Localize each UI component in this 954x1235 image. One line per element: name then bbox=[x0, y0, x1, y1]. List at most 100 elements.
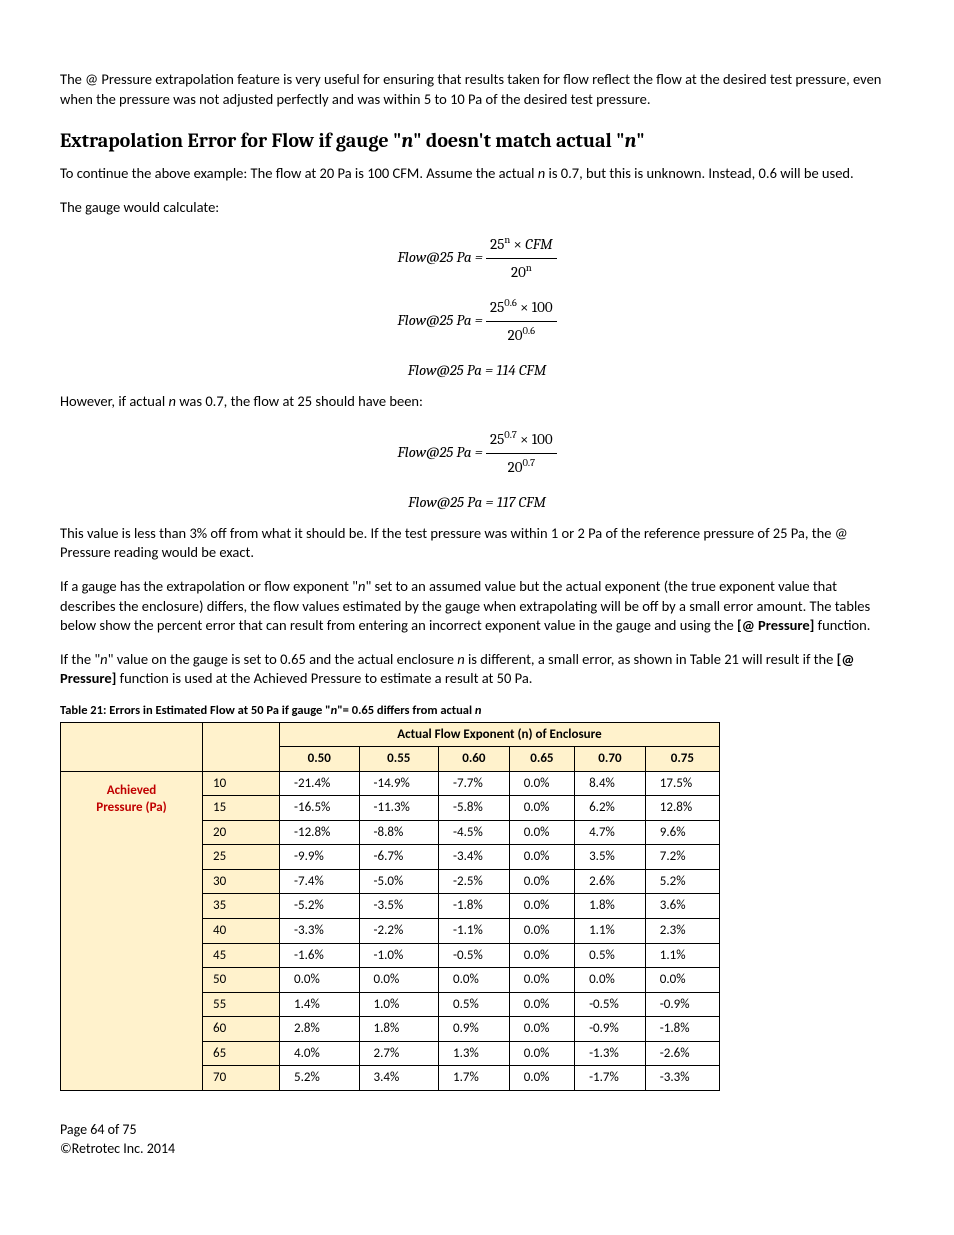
value-cell: -2.2% bbox=[359, 919, 439, 944]
value-cell: 0.0% bbox=[509, 919, 574, 944]
equation-1: Flow@25 Pa = 25n × CFM20n bbox=[60, 231, 894, 286]
value-cell: 0.0% bbox=[509, 992, 574, 1017]
value-cell: 2.7% bbox=[359, 1041, 439, 1066]
value-cell: -9.9% bbox=[280, 845, 360, 870]
value-cell: -1.3% bbox=[575, 1041, 646, 1066]
para-table-intro: If the "n" value on the gauge is set to … bbox=[60, 650, 894, 689]
value-cell: 0.0% bbox=[575, 968, 646, 993]
value-cell: -4.5% bbox=[439, 820, 510, 845]
value-cell: 1.1% bbox=[575, 919, 646, 944]
copyright: ©Retrotec Inc. 2014 bbox=[60, 1140, 894, 1159]
value-cell: 3.6% bbox=[645, 894, 719, 919]
value-cell: 0.0% bbox=[645, 968, 719, 993]
value-cell: -3.5% bbox=[359, 894, 439, 919]
pressure-cell: 45 bbox=[203, 943, 280, 968]
para-actual-n: However, if actual n was 0.7, the flow a… bbox=[60, 392, 894, 412]
intro-paragraph: The @ Pressure extrapolation feature is … bbox=[60, 70, 894, 109]
pressure-cell: 55 bbox=[203, 992, 280, 1017]
value-cell: -5.0% bbox=[359, 869, 439, 894]
col-header: 0.75 bbox=[645, 747, 719, 772]
table-header-span: Actual Flow Exponent (n) of Enclosure bbox=[280, 722, 720, 747]
value-cell: -5.8% bbox=[439, 796, 510, 821]
value-cell: -1.6% bbox=[280, 943, 360, 968]
equation-5: Flow@25 Pa = 117 CFM bbox=[60, 489, 894, 516]
value-cell: -1.1% bbox=[439, 919, 510, 944]
value-cell: 3.5% bbox=[575, 845, 646, 870]
value-cell: 4.0% bbox=[280, 1041, 360, 1066]
col-header: 0.70 bbox=[575, 747, 646, 772]
para-gauge-calc: The gauge would calculate: bbox=[60, 198, 894, 218]
value-cell: 6.2% bbox=[575, 796, 646, 821]
value-cell: -16.5% bbox=[280, 796, 360, 821]
col-header: 0.65 bbox=[509, 747, 574, 772]
value-cell: 2.6% bbox=[575, 869, 646, 894]
value-cell: 0.5% bbox=[439, 992, 510, 1017]
pressure-cell: 15 bbox=[203, 796, 280, 821]
col-header: 0.55 bbox=[359, 747, 439, 772]
value-cell: 17.5% bbox=[645, 771, 719, 796]
value-cell: -14.9% bbox=[359, 771, 439, 796]
value-cell: 0.9% bbox=[439, 1017, 510, 1042]
pressure-cell: 65 bbox=[203, 1041, 280, 1066]
pressure-cell: 30 bbox=[203, 869, 280, 894]
value-cell: 5.2% bbox=[280, 1066, 360, 1091]
para-example: To continue the above example: The flow … bbox=[60, 164, 894, 184]
value-cell: 0.0% bbox=[509, 845, 574, 870]
value-cell: -3.3% bbox=[280, 919, 360, 944]
table-caption: Table 21: Errors in Estimated Flow at 50… bbox=[60, 703, 894, 720]
value-cell: 1.4% bbox=[280, 992, 360, 1017]
value-cell: 0.0% bbox=[509, 943, 574, 968]
value-cell: 0.0% bbox=[509, 1017, 574, 1042]
value-cell: 7.2% bbox=[645, 845, 719, 870]
value-cell: 3.4% bbox=[359, 1066, 439, 1091]
value-cell: 0.0% bbox=[509, 968, 574, 993]
value-cell: 0.0% bbox=[509, 796, 574, 821]
value-cell: -7.4% bbox=[280, 869, 360, 894]
pressure-cell: 35 bbox=[203, 894, 280, 919]
col-header: 0.50 bbox=[280, 747, 360, 772]
col-header: 0.60 bbox=[439, 747, 510, 772]
para-less-3pct: This value is less than 3% off from what… bbox=[60, 524, 894, 563]
value-cell: -6.7% bbox=[359, 845, 439, 870]
pressure-cell: 25 bbox=[203, 845, 280, 870]
value-cell: -0.5% bbox=[575, 992, 646, 1017]
value-cell: 2.3% bbox=[645, 919, 719, 944]
value-cell: -8.8% bbox=[359, 820, 439, 845]
pressure-cell: 60 bbox=[203, 1017, 280, 1042]
value-cell: 0.5% bbox=[575, 943, 646, 968]
value-cell: 0.0% bbox=[509, 894, 574, 919]
value-cell: 0.0% bbox=[509, 869, 574, 894]
value-cell: -21.4% bbox=[280, 771, 360, 796]
value-cell: 0.0% bbox=[509, 820, 574, 845]
value-cell: -3.3% bbox=[645, 1066, 719, 1091]
value-cell: -0.5% bbox=[439, 943, 510, 968]
para-gauge-exponent: If a gauge has the extrapolation or flow… bbox=[60, 577, 894, 636]
error-table: Actual Flow Exponent (n) of Enclosure 0.… bbox=[60, 722, 720, 1091]
equation-3: Flow@25 Pa = 114 CFM bbox=[60, 357, 894, 384]
value-cell: 5.2% bbox=[645, 869, 719, 894]
equation-4: Flow@25 Pa = 250.7 × 100200.7 bbox=[60, 426, 894, 481]
value-cell: -1.8% bbox=[645, 1017, 719, 1042]
value-cell: 1.0% bbox=[359, 992, 439, 1017]
pressure-cell: 50 bbox=[203, 968, 280, 993]
value-cell: 1.8% bbox=[575, 894, 646, 919]
value-cell: 12.8% bbox=[645, 796, 719, 821]
equation-2: Flow@25 Pa = 250.6 × 100200.6 bbox=[60, 294, 894, 349]
value-cell: 0.0% bbox=[280, 968, 360, 993]
page-number: Page 64 of 75 bbox=[60, 1121, 894, 1140]
pressure-cell: 70 bbox=[203, 1066, 280, 1091]
value-cell: -1.7% bbox=[575, 1066, 646, 1091]
value-cell: -0.9% bbox=[645, 992, 719, 1017]
section-heading: Extrapolation Error for Flow if gauge "n… bbox=[60, 127, 894, 154]
value-cell: 0.0% bbox=[439, 968, 510, 993]
value-cell: 9.6% bbox=[645, 820, 719, 845]
page-footer: Page 64 of 75 ©Retrotec Inc. 2014 bbox=[60, 1121, 894, 1159]
pressure-cell: 10 bbox=[203, 771, 280, 796]
value-cell: -1.8% bbox=[439, 894, 510, 919]
value-cell: 0.0% bbox=[509, 1066, 574, 1091]
value-cell: -2.6% bbox=[645, 1041, 719, 1066]
value-cell: -0.9% bbox=[575, 1017, 646, 1042]
pressure-cell: 20 bbox=[203, 820, 280, 845]
value-cell: -5.2% bbox=[280, 894, 360, 919]
pressure-cell: 40 bbox=[203, 919, 280, 944]
